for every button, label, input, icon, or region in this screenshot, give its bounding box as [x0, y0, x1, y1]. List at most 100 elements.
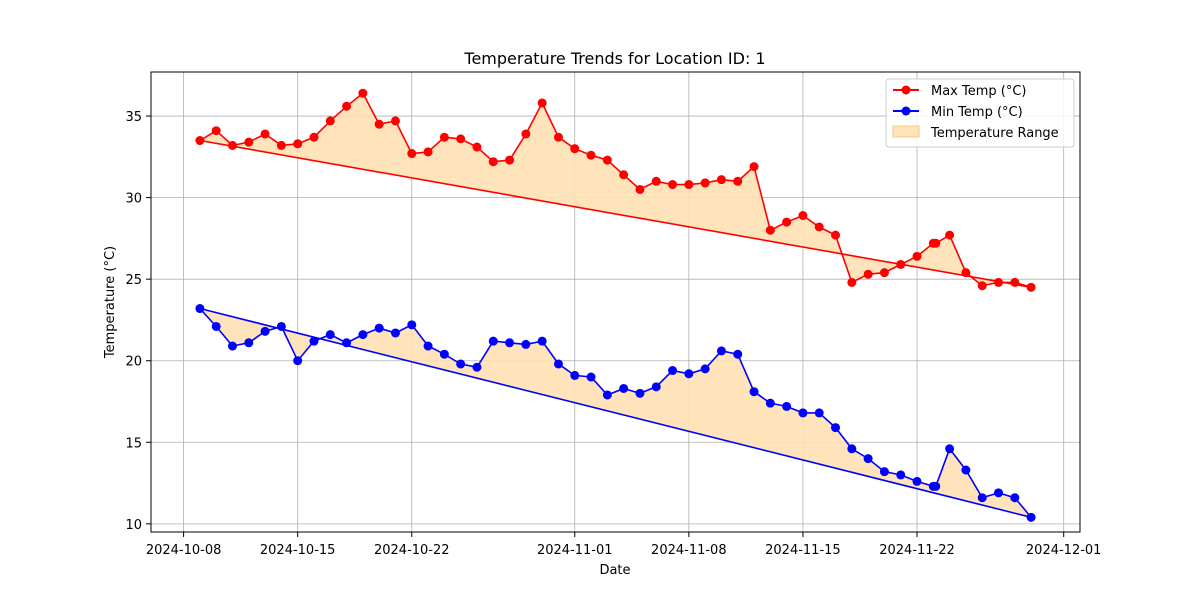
- x-tick-label: 2024-10-08: [146, 543, 222, 558]
- min-temp-point: [472, 362, 482, 372]
- min-temp-point: [1010, 493, 1020, 503]
- max-temp-point: [716, 175, 726, 185]
- min-temp-point: [390, 328, 400, 338]
- min-temp-point: [798, 408, 808, 418]
- min-temp-point: [293, 356, 303, 366]
- legend: Max Temp (°C) Min Temp (°C) Temperature …: [885, 78, 1075, 148]
- min-temp-point: [1026, 512, 1036, 522]
- max-temp-point: [863, 269, 873, 279]
- min-temp-point: [831, 423, 841, 433]
- max-temp-point: [488, 157, 498, 167]
- max-temp-point: [798, 211, 808, 221]
- max-temp-point: [700, 178, 710, 188]
- min-temp-point: [912, 476, 922, 486]
- max-temp-boundary: [199, 139, 1032, 289]
- min-temp-point: [896, 470, 906, 480]
- x-tick-label: 2024-10-22: [374, 543, 450, 558]
- x-tick-label: 2024-11-15: [765, 543, 841, 558]
- min-temp-point: [244, 338, 254, 348]
- min-temp-point: [668, 366, 678, 376]
- min-temp-point: [635, 388, 645, 398]
- x-axis-label: Date: [599, 563, 630, 578]
- min-temp-point: [733, 349, 743, 359]
- max-temp-point: [931, 238, 941, 248]
- max-temp-point: [765, 225, 775, 235]
- min-temp-point: [879, 467, 889, 477]
- min-temp-point: [439, 349, 449, 359]
- legend-max-marker: [901, 85, 911, 95]
- max-range-fill: [199, 93, 1032, 288]
- min-temp-point: [276, 321, 286, 331]
- min-temp-point: [945, 444, 955, 454]
- min-temp-point: [863, 454, 873, 464]
- plot-frame: [150, 71, 1081, 533]
- min-temp-point: [961, 465, 971, 475]
- axis-ticks: 2024-10-08 2024-10-15 2024-10-22 2024-11-01…: [125, 110, 1101, 558]
- min-temp-point: [456, 359, 466, 369]
- max-temp-point: [635, 184, 645, 194]
- max-temp-point: [521, 129, 531, 139]
- y-tick-label: 30: [125, 192, 142, 207]
- legend-box: [885, 78, 1075, 148]
- max-temp-point: [1026, 282, 1036, 292]
- min-temp-point: [700, 364, 710, 374]
- chart-title: Temperature Trends for Location ID: 1: [463, 49, 765, 68]
- min-temp-point: [570, 370, 580, 380]
- min-temp-point: [619, 383, 629, 393]
- max-temp-point: [407, 149, 417, 159]
- min-temp-point: [211, 321, 221, 331]
- min-temp-point: [814, 408, 824, 418]
- x-tick-label: 2024-11-01: [537, 543, 613, 558]
- max-temp-point: [537, 98, 547, 108]
- max-temp-point: [651, 176, 661, 186]
- min-temp-point: [602, 390, 612, 400]
- max-temp-point: [977, 281, 987, 291]
- y-tick-label: 15: [125, 436, 142, 451]
- max-temp-point: [847, 277, 857, 287]
- max-temp-point: [309, 132, 319, 142]
- max-temp-point: [684, 180, 694, 190]
- max-temp-point: [912, 251, 922, 261]
- min-temp-point: [325, 330, 335, 340]
- max-temp-point: [782, 217, 792, 227]
- min-temp-point: [521, 339, 531, 349]
- min-temp-point: [260, 326, 270, 336]
- max-temp-point: [994, 277, 1004, 287]
- max-temp-point: [619, 170, 629, 180]
- max-temp-point: [195, 136, 205, 146]
- max-temp-point: [342, 101, 352, 111]
- max-temp-point: [586, 150, 596, 160]
- legend-max-label: Max Temp (°C): [931, 84, 1027, 99]
- max-temp-point: [505, 155, 515, 165]
- min-temp-point: [716, 346, 726, 356]
- max-temp-point: [814, 222, 824, 232]
- legend-range-label: Temperature Range: [930, 126, 1059, 141]
- x-tick-label: 2024-10-15: [260, 543, 336, 558]
- series-points: [195, 88, 1036, 522]
- legend-min-marker: [901, 106, 911, 116]
- min-temp-point: [195, 304, 205, 314]
- min-temp-point: [749, 387, 759, 397]
- max-temp-point: [749, 162, 759, 172]
- min-temp-point: [505, 338, 515, 348]
- max-temp-point: [668, 180, 678, 190]
- max-temp-point: [896, 259, 906, 269]
- max-temp-point: [293, 139, 303, 149]
- min-temp-point: [651, 382, 661, 392]
- min-temp-point: [586, 372, 596, 382]
- min-temp-point: [931, 481, 941, 491]
- min-temp-boundary: [199, 307, 1032, 519]
- max-temp-point: [390, 116, 400, 126]
- min-temp-point: [358, 330, 368, 340]
- max-temp-point: [211, 126, 221, 136]
- y-axis-label: Temperature (°C): [103, 246, 118, 359]
- min-temp-point: [488, 336, 498, 346]
- min-temp-point: [553, 359, 563, 369]
- max-temp-point: [439, 132, 449, 142]
- y-tick-label: 20: [125, 355, 142, 370]
- min-temp-point: [309, 336, 319, 346]
- legend-range-patch: [892, 125, 920, 138]
- x-tick-label: 2024-12-01: [1026, 543, 1102, 558]
- max-temp-point: [374, 119, 384, 129]
